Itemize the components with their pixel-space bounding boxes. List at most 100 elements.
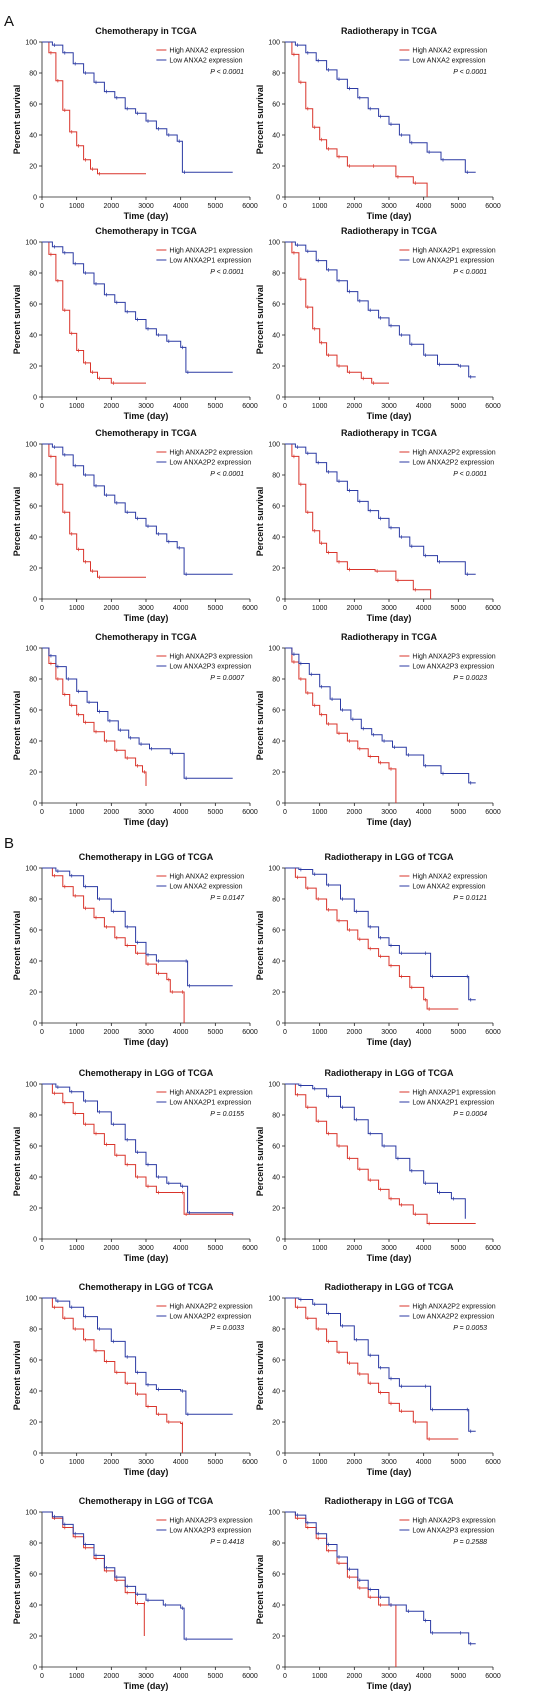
chart-title: Chemotherapy in LGG of TCGA	[79, 1282, 214, 1292]
legend-entry: High ANXA2P3 expression	[169, 1518, 252, 1525]
p-value-label: P < 0.0001	[210, 69, 244, 76]
km-chart-9: Chemotherapy in LGG of TCGA0204060801000…	[12, 852, 258, 1047]
x-tick-label: 3000	[381, 1029, 397, 1036]
high-expression-curve	[42, 41, 146, 175]
x-axis-label: Time (day)	[367, 411, 412, 421]
y-tick-label: 60	[29, 1358, 37, 1365]
legend-entry: High ANXA2P2 expression	[412, 1304, 495, 1311]
legend-entry: High ANXA2P2 expression	[169, 450, 252, 457]
y-tick-label: 60	[29, 708, 37, 715]
x-tick-label: 2000	[347, 203, 363, 210]
chart-title: Chemotherapy in TCGA	[95, 226, 197, 236]
high-expression-curve	[285, 1297, 459, 1440]
x-tick-label: 5000	[451, 203, 467, 210]
y-tick-label: 0	[276, 801, 280, 808]
y-tick-label: 60	[29, 504, 37, 511]
x-tick-label: 5000	[208, 1459, 224, 1466]
x-tick-label: 4000	[173, 605, 189, 612]
y-tick-label: 60	[29, 1572, 37, 1579]
km-chart-11: Chemotherapy in LGG of TCGA0204060801000…	[12, 1068, 258, 1263]
x-tick-label: 4000	[173, 203, 189, 210]
y-tick-label: 100	[268, 646, 280, 653]
y-tick-label: 60	[272, 1144, 280, 1151]
x-tick-label: 2000	[347, 1459, 363, 1466]
y-tick-label: 80	[272, 473, 280, 480]
y-tick-label: 100	[268, 442, 280, 449]
y-tick-label: 80	[29, 271, 37, 278]
high-expression-curve	[285, 1511, 397, 1667]
x-tick-label: 4000	[173, 1459, 189, 1466]
x-tick-label: 3000	[138, 605, 154, 612]
y-tick-label: 20	[272, 164, 280, 171]
x-tick-label: 5000	[451, 809, 467, 816]
legend-entry: High ANXA2P3 expression	[169, 654, 252, 661]
legend-entry: High ANXA2P1 expression	[169, 1090, 252, 1097]
x-tick-label: 2000	[104, 403, 120, 410]
chart-title: Chemotherapy in LGG of TCGA	[79, 1068, 214, 1078]
x-tick-label: 1000	[69, 203, 85, 210]
x-tick-label: 1000	[312, 605, 328, 612]
x-axis-label: Time (day)	[124, 1253, 169, 1263]
x-tick-label: 0	[40, 1029, 44, 1036]
y-tick-label: 20	[272, 364, 280, 371]
x-tick-label: 2000	[104, 1029, 120, 1036]
y-axis-label: Percent survival	[255, 1127, 265, 1197]
x-tick-label: 0	[283, 1029, 287, 1036]
legend-entry: Low ANXA2 expression	[169, 58, 242, 65]
chart-title: Chemotherapy in TCGA	[95, 428, 197, 438]
p-value-label: P = 0.0033	[210, 1325, 244, 1332]
y-tick-label: 0	[33, 1665, 37, 1672]
legend-entry: High ANXA2 expression	[412, 48, 487, 55]
y-axis-label: Percent survival	[12, 1555, 22, 1625]
x-tick-label: 3000	[138, 809, 154, 816]
x-axis-label: Time (day)	[124, 613, 169, 623]
x-tick-label: 3000	[381, 1673, 397, 1680]
y-tick-label: 60	[272, 928, 280, 935]
x-tick-label: 2000	[347, 1029, 363, 1036]
x-axis-label: Time (day)	[124, 211, 169, 221]
x-tick-label: 1000	[69, 1029, 85, 1036]
y-axis-label: Percent survival	[255, 911, 265, 981]
y-tick-label: 80	[272, 1541, 280, 1548]
x-tick-label: 5000	[208, 403, 224, 410]
x-tick-label: 2000	[347, 605, 363, 612]
y-tick-label: 40	[29, 133, 37, 140]
legend-entry: High ANXA2P1 expression	[412, 248, 495, 255]
p-value-label: P = 0.0053	[453, 1325, 487, 1332]
p-value-label: P < 0.0001	[210, 471, 244, 478]
legend-entry: High ANXA2P2 expression	[412, 450, 495, 457]
low-expression-curve	[42, 1511, 233, 1640]
x-tick-label: 0	[40, 403, 44, 410]
y-tick-label: 40	[29, 1389, 37, 1396]
p-value-label: P = 0.0147	[210, 895, 245, 902]
y-tick-label: 100	[268, 866, 280, 873]
x-tick-label: 6000	[485, 809, 501, 816]
y-tick-label: 20	[29, 364, 37, 371]
legend-entry: Low ANXA2P2 expression	[169, 460, 251, 467]
low-expression-curve	[42, 647, 233, 779]
y-tick-label: 0	[276, 1665, 280, 1672]
x-tick-label: 6000	[242, 1459, 258, 1466]
y-tick-label: 0	[33, 1237, 37, 1244]
x-axis-label: Time (day)	[367, 1253, 412, 1263]
high-expression-curve	[285, 241, 389, 384]
y-axis-label: Percent survival	[12, 85, 22, 155]
y-tick-label: 0	[33, 801, 37, 808]
y-tick-label: 20	[29, 1634, 37, 1641]
x-tick-label: 4000	[173, 1673, 189, 1680]
y-tick-label: 0	[276, 395, 280, 402]
high-expression-curve	[285, 1083, 476, 1224]
x-tick-label: 0	[283, 809, 287, 816]
y-tick-label: 20	[272, 1634, 280, 1641]
chart-title: Chemotherapy in LGG of TCGA	[79, 1496, 214, 1506]
y-tick-label: 40	[272, 739, 280, 746]
x-tick-label: 5000	[451, 605, 467, 612]
y-tick-label: 40	[29, 1603, 37, 1610]
low-expression-curve	[285, 1083, 466, 1219]
x-tick-label: 3000	[381, 203, 397, 210]
